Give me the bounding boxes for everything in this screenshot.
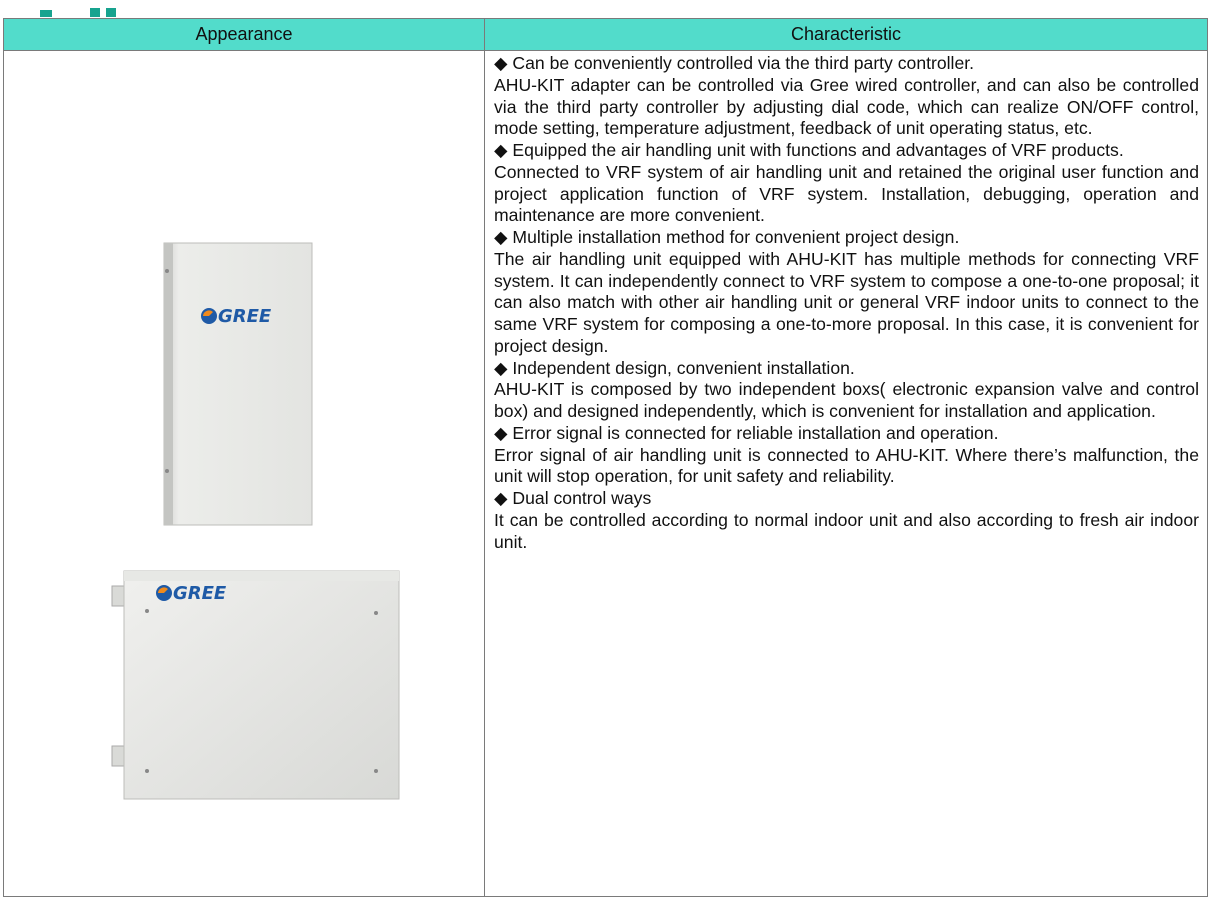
feature-description: The air handling unit equipped with AHU-… xyxy=(494,248,1199,356)
header-row: Appearance Characteristic xyxy=(3,18,1208,51)
feature-title: ◆ Equipped the air handling unit with fu… xyxy=(494,140,1124,160)
feature-description: AHU-KIT adapter can be controlled via Gr… xyxy=(494,74,1199,139)
characteristic-table: Appearance Characteristic xyxy=(3,18,1208,897)
appearance-cell: GREE GREE xyxy=(3,50,485,897)
feature-title: ◆ Error signal is connected for reliable… xyxy=(494,422,999,443)
characteristic-cell: ◆ Can be conveniently controlled via the… xyxy=(484,50,1208,897)
feature-title: ◆ Can be conveniently controlled via the… xyxy=(494,53,975,73)
feature-title: ◆ Dual control ways xyxy=(494,488,652,508)
product-images: GREE GREE xyxy=(111,242,400,800)
logo-text: GREE xyxy=(218,306,272,327)
feature-description: Error signal of air handling unit is con… xyxy=(494,444,1199,487)
header-cell: Characteristic xyxy=(484,18,1208,51)
feature-title: ◆ Multiple installation method for conve… xyxy=(494,227,960,247)
feature-description: Connected to VRF system of air handling … xyxy=(494,161,1199,226)
valve-box-image: GREE xyxy=(111,570,400,800)
feature-description: AHU-KIT is composed by two independent b… xyxy=(494,379,1199,421)
header-cell: Appearance xyxy=(3,18,485,51)
feature-title: ◆ Independent design, convenient install… xyxy=(494,357,855,378)
body-row: GREE GREE xyxy=(3,50,1208,897)
control-box-image: GREE xyxy=(163,242,313,526)
cut-heading-fragment xyxy=(40,8,116,17)
feature-description: It can be controlled according to normal… xyxy=(494,509,1199,552)
logo-text: GREE xyxy=(173,583,227,604)
